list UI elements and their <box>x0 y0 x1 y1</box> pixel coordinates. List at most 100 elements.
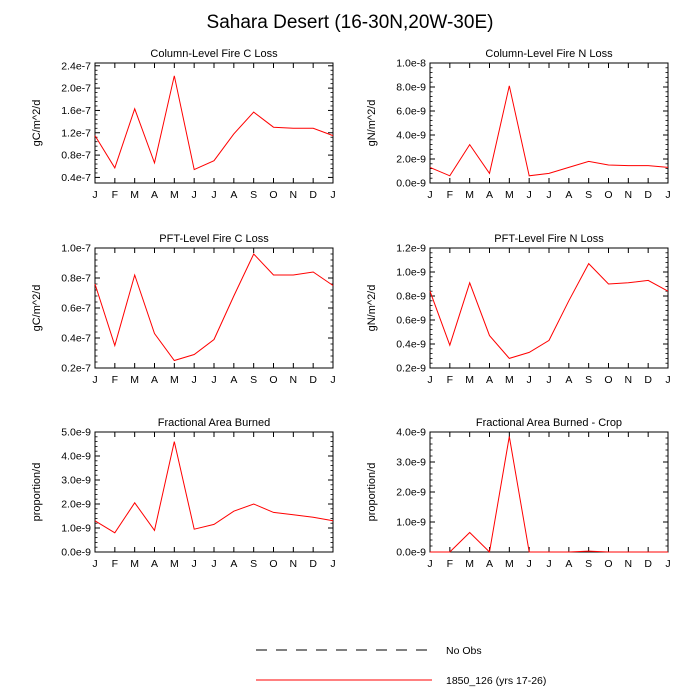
legend-series-label: 1850_126 (yrs 17-26) <box>446 675 546 687</box>
y-tick-label: 0.0e-9 <box>396 547 426 559</box>
x-tick-label: F <box>447 558 453 570</box>
x-tick-label: N <box>290 189 298 201</box>
y-tick-label: 0.4e-9 <box>396 339 426 351</box>
series-line <box>94 75 334 171</box>
y-tick-label: 2.0e-9 <box>396 487 426 499</box>
x-tick-label: J <box>665 558 670 570</box>
x-tick-label: D <box>644 558 652 570</box>
x-tick-label: A <box>151 189 158 201</box>
y-tick-label: 4.0e-9 <box>396 427 426 439</box>
y-axis-label: gC/m^2/d <box>31 100 43 147</box>
x-tick-label: N <box>625 189 633 201</box>
panel-title: PFT-Level Fire C Loss <box>159 233 269 245</box>
x-tick-label: M <box>130 189 139 201</box>
x-tick-label: J <box>92 374 97 386</box>
plot-frame <box>94 247 334 369</box>
x-tick-label: S <box>585 374 592 386</box>
x-tick-label: A <box>486 374 493 386</box>
x-tick-label: S <box>250 558 257 570</box>
plot-frame <box>94 431 334 553</box>
y-tick-label: 1.6e-7 <box>61 105 91 117</box>
x-tick-label: J <box>527 558 532 570</box>
x-tick-label: F <box>112 374 118 386</box>
panel-title: PFT-Level Fire N Loss <box>494 233 604 245</box>
x-tick-label: J <box>665 189 670 201</box>
x-tick-label: N <box>625 374 633 386</box>
y-axis-label: proportion/d <box>366 463 378 522</box>
y-tick-label: 1.2e-7 <box>61 127 91 139</box>
x-tick-label: A <box>151 558 158 570</box>
x-tick-label: M <box>465 558 474 570</box>
y-axis-label: gN/m^2/d <box>366 100 378 147</box>
x-tick-label: M <box>505 374 514 386</box>
y-tick-label: 0.4e-7 <box>61 172 91 184</box>
y-tick-label: 1.0e-9 <box>396 267 426 279</box>
x-tick-label: A <box>230 189 237 201</box>
x-tick-label: J <box>211 374 216 386</box>
y-tick-label: 1.0e-9 <box>396 517 426 529</box>
x-tick-label: N <box>290 374 298 386</box>
series-line <box>94 441 334 534</box>
y-tick-label: 8.0e-9 <box>396 82 426 94</box>
x-tick-label: A <box>565 189 572 201</box>
x-tick-label: A <box>486 189 493 201</box>
y-tick-label: 3.0e-9 <box>396 457 426 469</box>
x-tick-label: F <box>112 558 118 570</box>
y-tick-label: 1.0e-7 <box>61 243 91 255</box>
y-axis-label: gN/m^2/d <box>366 285 378 332</box>
x-tick-label: M <box>130 558 139 570</box>
series-line <box>429 262 669 359</box>
x-tick-label: A <box>151 374 158 386</box>
x-tick-label: N <box>625 558 633 570</box>
y-tick-label: 4.0e-9 <box>61 451 91 463</box>
x-tick-label: M <box>505 558 514 570</box>
y-tick-label: 4.0e-9 <box>396 130 426 142</box>
x-tick-label: A <box>230 374 237 386</box>
x-tick-label: S <box>585 558 592 570</box>
y-tick-label: 2.0e-7 <box>61 83 91 95</box>
x-tick-label: A <box>230 558 237 570</box>
y-tick-label: 1.0e-8 <box>396 58 426 70</box>
x-tick-label: J <box>546 374 551 386</box>
x-tick-label: F <box>112 189 118 201</box>
panel-title: Fractional Area Burned - Crop <box>476 417 622 429</box>
figure-title: Sahara Desert (16-30N,20W-30E) <box>206 12 494 33</box>
x-tick-label: N <box>290 558 298 570</box>
y-tick-label: 0.8e-7 <box>61 273 91 285</box>
x-tick-label: F <box>447 374 453 386</box>
x-tick-label: A <box>565 558 572 570</box>
x-tick-label: S <box>585 189 592 201</box>
x-tick-label: J <box>211 189 216 201</box>
x-tick-label: S <box>250 189 257 201</box>
x-tick-label: J <box>546 189 551 201</box>
x-tick-label: J <box>527 189 532 201</box>
y-tick-label: 0.0e-9 <box>61 547 91 559</box>
y-tick-label: 2.0e-9 <box>396 154 426 166</box>
y-axis-label: proportion/d <box>31 463 43 522</box>
plot-frame <box>429 247 669 369</box>
x-tick-label: O <box>604 374 612 386</box>
x-tick-label: M <box>130 374 139 386</box>
plot-frame <box>94 62 334 184</box>
x-tick-label: A <box>486 558 493 570</box>
y-tick-label: 0.8e-9 <box>396 291 426 303</box>
legend-no-obs-label: No Obs <box>446 645 482 657</box>
series-line <box>430 436 668 554</box>
y-axis-label: gC/m^2/d <box>31 285 43 332</box>
y-tick-label: 1.0e-9 <box>61 523 91 535</box>
x-tick-label: D <box>644 374 652 386</box>
y-tick-label: 0.2e-7 <box>61 363 91 375</box>
x-tick-label: F <box>447 189 453 201</box>
x-tick-label: J <box>92 189 97 201</box>
x-tick-label: M <box>170 189 179 201</box>
y-tick-label: 2.0e-9 <box>61 499 91 511</box>
y-tick-label: 0.6e-9 <box>396 315 426 327</box>
x-tick-label: M <box>170 558 179 570</box>
y-tick-label: 0.6e-7 <box>61 303 91 315</box>
x-tick-label: J <box>192 189 197 201</box>
x-tick-label: J <box>211 558 216 570</box>
series-line <box>429 85 669 177</box>
x-tick-label: S <box>250 374 257 386</box>
